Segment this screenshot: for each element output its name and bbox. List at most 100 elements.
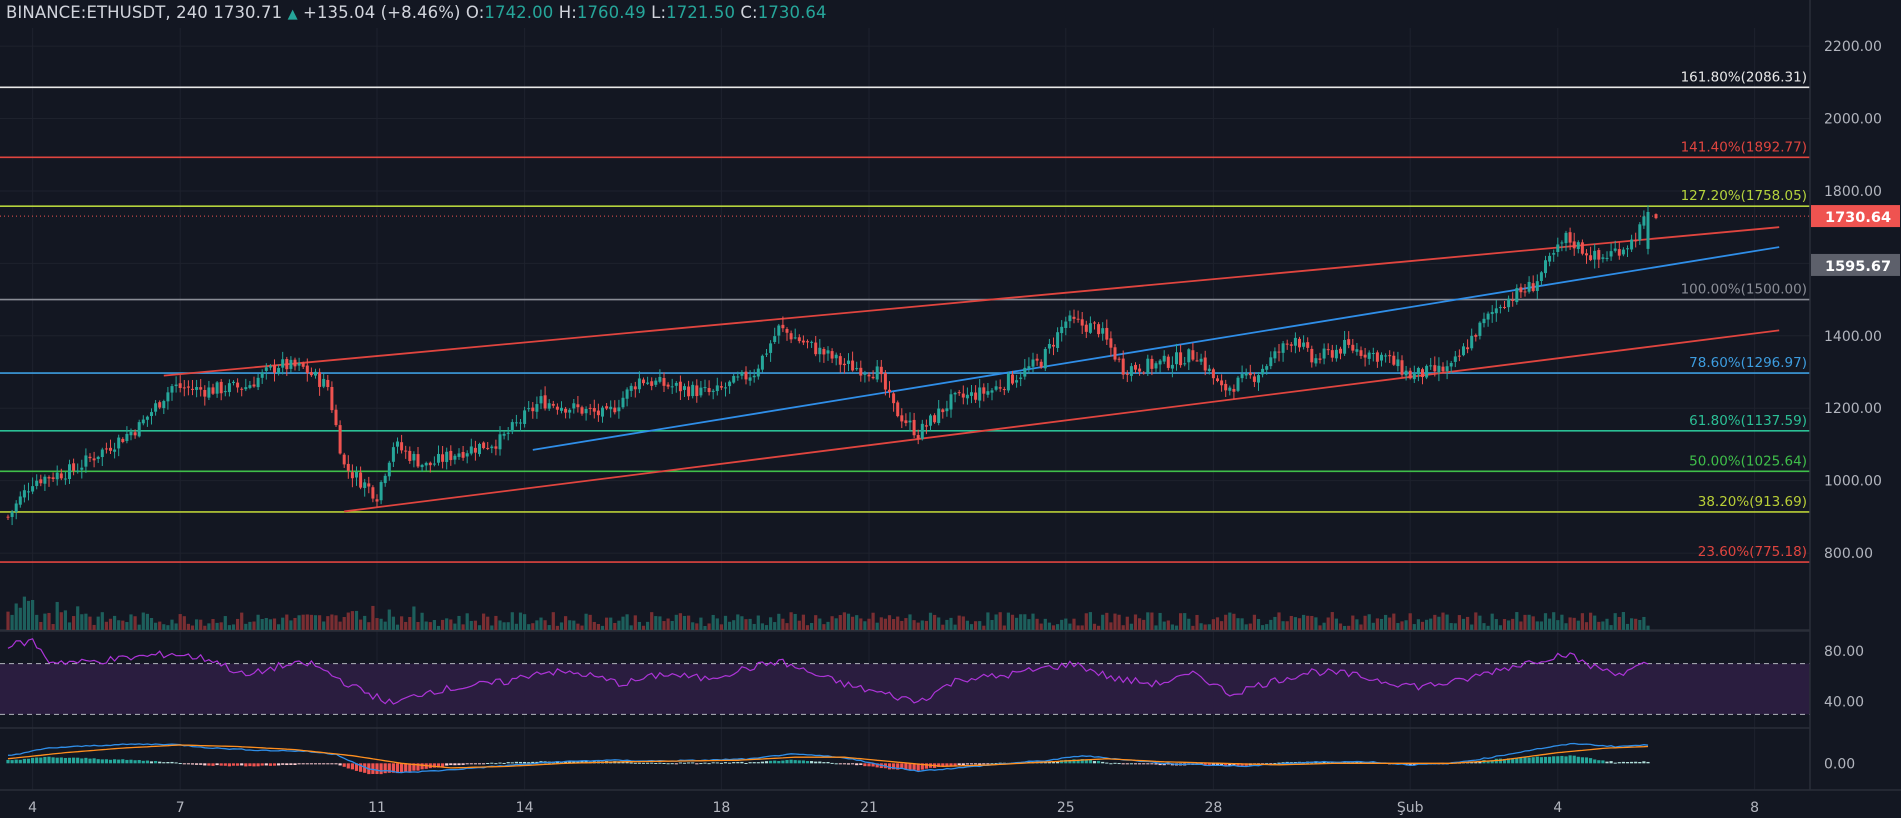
- volume-bar: [1162, 621, 1166, 630]
- volume-bar: [1101, 614, 1105, 630]
- candle-body: [1580, 242, 1584, 254]
- candle-body: [1088, 323, 1092, 333]
- macd-histogram-bar: [912, 763, 916, 770]
- volume-bar: [1461, 618, 1466, 630]
- macd-histogram-bar: [166, 762, 170, 764]
- macd-histogram-bar: [838, 763, 842, 765]
- candle-body: [760, 355, 764, 370]
- candle-body: [96, 456, 100, 460]
- candle-body: [514, 422, 518, 424]
- macd-histogram-bar: [1638, 762, 1642, 764]
- candle-body: [687, 386, 691, 397]
- volume-bar: [527, 624, 531, 630]
- candle-body: [1634, 240, 1638, 242]
- volume-bar: [1613, 613, 1617, 630]
- candle-body: [375, 499, 379, 502]
- macd-histogram-bar: [190, 763, 195, 765]
- volume-bar: [510, 612, 514, 630]
- volume-bar: [1609, 625, 1613, 630]
- macd-histogram-bar: [1207, 763, 1211, 766]
- macd-histogram-bar: [1490, 760, 1494, 764]
- macd-histogram-bar: [1142, 763, 1146, 765]
- candle-body: [867, 374, 871, 377]
- fib-level-label: 78.60%(1296.97): [1689, 355, 1807, 371]
- macd-histogram-bar: [1535, 756, 1539, 764]
- macd-histogram-bar: [670, 763, 674, 765]
- macd-histogram-bar: [211, 763, 215, 766]
- candle-body: [1224, 383, 1228, 391]
- volume-bar: [125, 622, 129, 630]
- macd-histogram-bar: [125, 759, 129, 764]
- macd-histogram-bar: [252, 763, 256, 767]
- macd-histogram-bar: [1543, 756, 1548, 764]
- macd-histogram-bar: [846, 763, 851, 765]
- symbol-label[interactable]: BINANCE:ETHUSDT, 240: [6, 3, 208, 22]
- macd-histogram-bar: [244, 763, 248, 767]
- volume-bar: [600, 625, 605, 630]
- candle-body: [162, 400, 166, 409]
- candle-body: [240, 388, 244, 390]
- candle-body: [1289, 344, 1293, 346]
- macd-line: [7, 742, 1649, 774]
- candle-body: [1474, 335, 1478, 337]
- time-tick-label: 25: [1057, 800, 1075, 816]
- candle-body: [1056, 332, 1060, 348]
- candle-body: [1257, 375, 1260, 383]
- candle-body: [1330, 350, 1334, 358]
- volume-bar: [1199, 623, 1203, 630]
- volume-bar: [658, 616, 662, 630]
- volume-bar: [502, 622, 506, 630]
- candle-body: [879, 366, 883, 375]
- volume-bar: [92, 624, 96, 630]
- volume-bar: [1056, 624, 1060, 630]
- volume-bar: [260, 619, 264, 630]
- volume-bar: [842, 612, 846, 630]
- trendlines: [0, 215, 1810, 513]
- candle-body: [711, 390, 715, 392]
- macd-histogram-bar: [1220, 763, 1224, 766]
- macd-histogram-bar: [978, 763, 982, 765]
- volume-bar: [231, 624, 236, 630]
- volume-bar: [650, 612, 654, 630]
- volume-bar: [1265, 624, 1269, 630]
- volume-bar: [1289, 615, 1293, 630]
- fibonacci-levels: 161.80%(2086.31) 141.40%(1892.77) 127.20%(…: [0, 69, 1810, 563]
- volume-bar: [1076, 625, 1080, 630]
- macd-histogram-bar: [490, 762, 494, 764]
- macd-histogram-bar: [818, 761, 822, 764]
- volume-bar: [26, 600, 31, 630]
- volume-bar: [178, 614, 182, 630]
- candle-body: [736, 376, 740, 378]
- macd-histogram-bar: [723, 762, 728, 764]
- candle-body: [719, 386, 723, 388]
- volume-bar: [277, 624, 281, 630]
- volume-bar: [141, 612, 145, 630]
- macd-histogram-bar: [937, 763, 941, 767]
- candle-body: [510, 422, 514, 432]
- price-tick-label: 1000.00: [1824, 474, 1882, 490]
- macd-histogram-bar: [1203, 763, 1207, 766]
- macd-histogram-bar: [203, 763, 207, 766]
- macd-histogram-bar: [1047, 761, 1051, 764]
- macd-histogram-bar: [473, 763, 477, 765]
- volume-bar: [834, 618, 838, 630]
- candle-body: [338, 425, 342, 454]
- macd-histogram-bar: [1343, 761, 1347, 764]
- volume-bar: [1285, 621, 1289, 630]
- macd-histogram-bar: [752, 762, 756, 764]
- macd-histogram-bar: [59, 757, 63, 764]
- candle-body: [158, 402, 162, 408]
- candle-body: [18, 496, 22, 505]
- volume-bar: [203, 625, 207, 630]
- candle-body: [822, 349, 826, 355]
- macd-histogram-bar: [941, 763, 945, 767]
- candle-body: [789, 333, 793, 340]
- candle-body: [1002, 389, 1006, 391]
- volume-bar: [1158, 612, 1162, 630]
- macd-histogram-bar: [1527, 757, 1531, 764]
- macd-histogram-bar: [63, 757, 67, 764]
- price-tick-label: 2000.00: [1824, 112, 1882, 128]
- macd-histogram-bar: [461, 763, 465, 765]
- macd-histogram-bar: [465, 763, 469, 765]
- macd-histogram-bar: [379, 763, 383, 775]
